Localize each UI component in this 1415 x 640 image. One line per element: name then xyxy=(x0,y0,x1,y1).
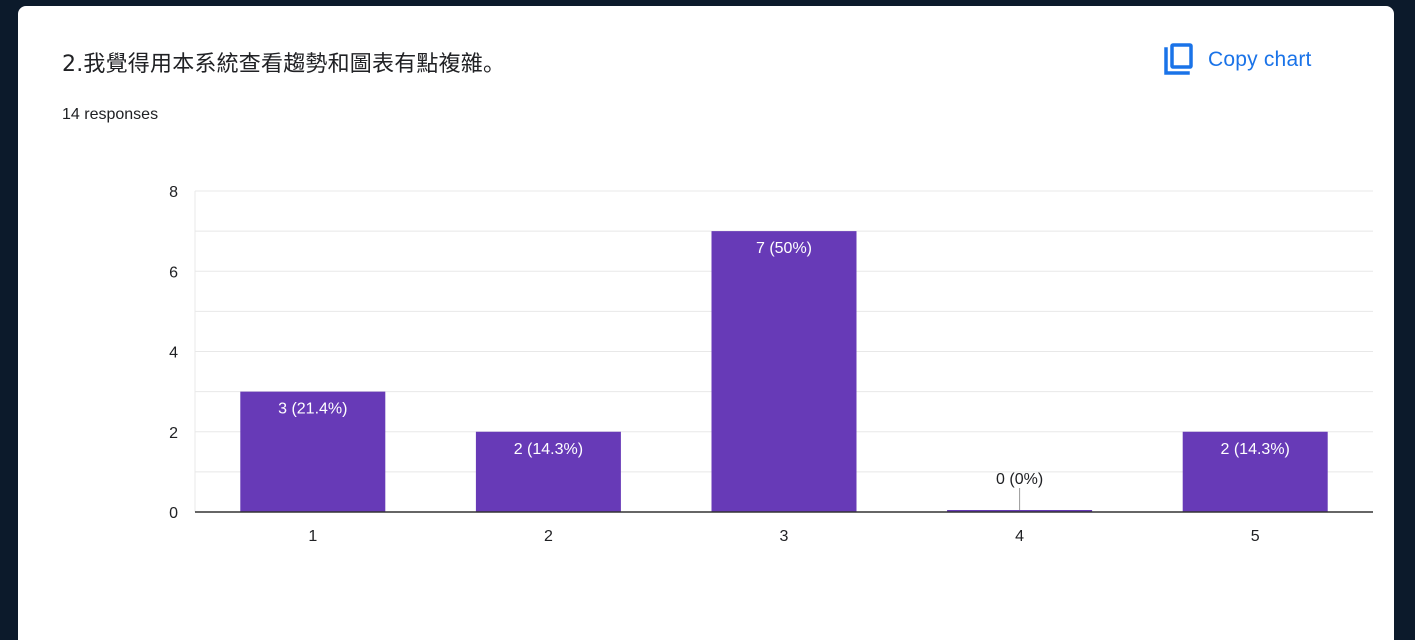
y-tick-label: 2 xyxy=(169,425,178,442)
chart-card: 2.我覺得用本系統查看趨勢和圖表有點複雜。 14 responses Copy … xyxy=(18,6,1394,640)
bar-data-label: 2 (14.3%) xyxy=(1221,441,1290,458)
bar xyxy=(475,431,621,512)
copy-icon xyxy=(1162,43,1194,77)
bar xyxy=(711,231,857,512)
bar-data-label: 0 (0%) xyxy=(996,471,1043,488)
x-tick-label: 2 xyxy=(544,528,553,545)
y-tick-label: 8 xyxy=(169,184,178,201)
copy-chart-label: Copy chart xyxy=(1208,48,1312,71)
copy-chart-button[interactable]: Copy chart xyxy=(1154,40,1320,80)
bar-data-label: 2 (14.3%) xyxy=(514,441,583,458)
y-tick-label: 0 xyxy=(169,505,178,522)
x-tick-label: 3 xyxy=(780,528,789,545)
y-tick-label: 6 xyxy=(169,264,178,281)
x-tick-label: 1 xyxy=(308,528,317,545)
bar-data-label: 7 (50%) xyxy=(756,240,812,257)
question-title: 2.我覺得用本系統查看趨勢和圖表有點複雜。 xyxy=(62,52,506,77)
bar-data-label: 3 (21.4%) xyxy=(278,401,347,418)
bar xyxy=(240,391,386,512)
y-tick-label: 4 xyxy=(169,345,178,362)
bar xyxy=(1182,431,1328,512)
x-tick-label: 4 xyxy=(1015,528,1024,545)
bar xyxy=(947,510,1093,512)
response-count: 14 responses xyxy=(62,106,159,123)
x-tick-label: 5 xyxy=(1251,528,1260,545)
